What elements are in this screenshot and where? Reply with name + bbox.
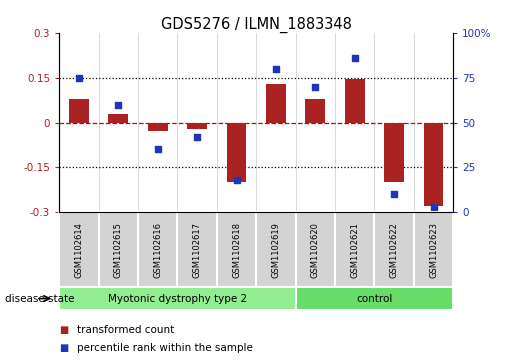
- Text: percentile rank within the sample: percentile rank within the sample: [77, 343, 253, 354]
- Text: GSM1102615: GSM1102615: [114, 222, 123, 277]
- Bar: [187, 123, 207, 129]
- Text: GSM1102618: GSM1102618: [232, 221, 241, 278]
- Text: ■: ■: [59, 325, 68, 335]
- Bar: [69, 99, 89, 123]
- Bar: [256, 212, 296, 287]
- Point: [193, 134, 201, 140]
- Point: [311, 84, 319, 90]
- Bar: [109, 114, 128, 123]
- Text: GSM1102620: GSM1102620: [311, 222, 320, 277]
- Text: GSM1102614: GSM1102614: [75, 222, 83, 277]
- Bar: [138, 212, 177, 287]
- Text: GSM1102619: GSM1102619: [271, 222, 280, 277]
- Text: control: control: [356, 294, 392, 303]
- Text: GSM1102623: GSM1102623: [429, 221, 438, 278]
- Bar: [59, 287, 296, 310]
- Bar: [59, 212, 99, 287]
- Point: [430, 204, 438, 210]
- Text: transformed count: transformed count: [77, 325, 175, 335]
- Text: GSM1102616: GSM1102616: [153, 221, 162, 278]
- Bar: [148, 123, 167, 131]
- Bar: [335, 212, 374, 287]
- Bar: [384, 123, 404, 183]
- Bar: [424, 123, 443, 206]
- Text: GSM1102622: GSM1102622: [390, 222, 399, 277]
- Bar: [414, 212, 453, 287]
- Bar: [374, 212, 414, 287]
- Bar: [217, 212, 256, 287]
- Bar: [266, 83, 286, 123]
- Text: GSM1102617: GSM1102617: [193, 221, 201, 278]
- Text: disease state: disease state: [5, 294, 75, 303]
- Text: Myotonic dystrophy type 2: Myotonic dystrophy type 2: [108, 294, 247, 303]
- Bar: [99, 212, 138, 287]
- Title: GDS5276 / ILMN_1883348: GDS5276 / ILMN_1883348: [161, 16, 352, 33]
- Bar: [345, 79, 365, 123]
- Bar: [296, 212, 335, 287]
- Point: [390, 192, 398, 197]
- Point: [232, 177, 241, 183]
- Bar: [177, 212, 217, 287]
- Bar: [305, 99, 325, 123]
- Point: [351, 55, 359, 61]
- Point: [272, 66, 280, 72]
- Point: [75, 75, 83, 81]
- Point: [153, 147, 162, 152]
- Point: [114, 102, 123, 107]
- Bar: [296, 287, 453, 310]
- Text: ■: ■: [59, 343, 68, 354]
- Bar: [227, 123, 246, 183]
- Text: GSM1102621: GSM1102621: [350, 222, 359, 277]
